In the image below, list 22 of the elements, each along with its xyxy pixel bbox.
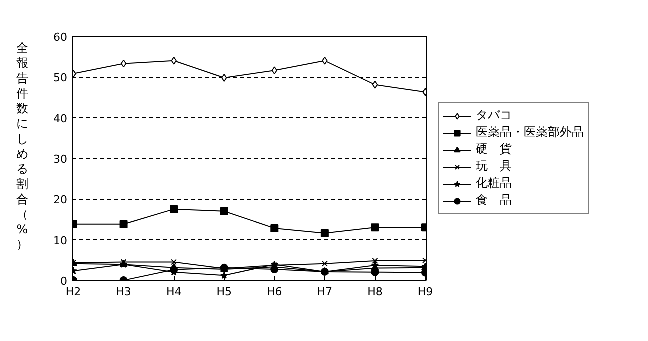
y-tick-label: 60 (54, 31, 68, 44)
x-tick-label: H7 (317, 286, 333, 298)
x-tick-label: H3 (116, 286, 132, 298)
x-tick-label: H9 (418, 286, 434, 298)
legend-label: 硬 貨 (476, 141, 512, 158)
x-tick-label: H4 (166, 286, 182, 298)
legend-label: 食 品 (476, 192, 512, 209)
y-tick-label: 10 (54, 234, 68, 248)
y-tick-label: 30 (54, 153, 68, 166)
y-tick-label: 40 (54, 112, 68, 126)
y-tick-label: 0 (60, 275, 68, 288)
legend-label: 化粧品 (476, 175, 512, 192)
x-tick-label: H6 (267, 286, 282, 298)
legend-label: タバコ (476, 107, 512, 124)
y-tick-label: 20 (54, 194, 68, 207)
x-tick-label: H2 (66, 286, 82, 298)
y-tick-label: 50 (54, 72, 68, 85)
x-tick-label: H8 (368, 286, 383, 298)
legend-label: 玩 具 (476, 158, 512, 175)
x-tick-label: H5 (216, 286, 232, 298)
text: 全報告件数にしめる割合（%） (16, 41, 28, 252)
legend-label: 医薬品・医薬部外品 (476, 124, 584, 141)
